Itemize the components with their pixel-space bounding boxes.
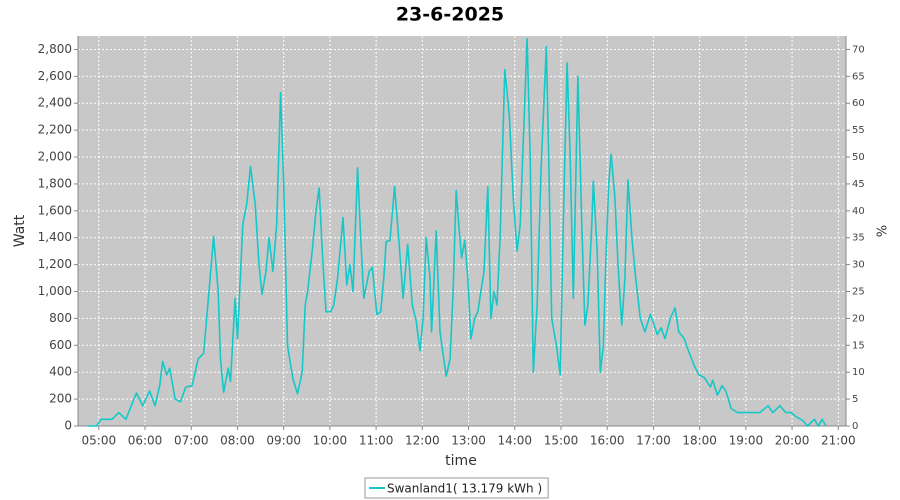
x-tick-label: 06:00	[128, 434, 163, 448]
y2-tick-label: 30	[852, 260, 865, 271]
y-tick-label: 2,200	[38, 123, 72, 137]
y-tick-label: 1,600	[38, 203, 72, 217]
x-tick-label: 19:00	[729, 434, 764, 448]
x-tick-label: 07:00	[174, 434, 209, 448]
y2-tick-label: 65	[852, 71, 865, 82]
y2-tick-label: 5	[852, 394, 858, 405]
y2-tick-label: 20	[852, 313, 865, 324]
x-tick-label: 20:00	[775, 434, 810, 448]
x-tick-label: 21:00	[821, 434, 856, 448]
y-tick-label: 2,400	[38, 96, 72, 110]
y2-tick-label: 70	[852, 44, 865, 55]
x-tick-label: 11:00	[359, 434, 394, 448]
y-tick-label: 600	[49, 338, 72, 352]
x-tick-label: 13:00	[451, 434, 486, 448]
y-tick-label: 1,400	[38, 230, 72, 244]
y2-tick-label: 45	[852, 179, 865, 190]
y-axis-label: Watt	[12, 214, 28, 247]
y2-tick-label: 60	[852, 98, 865, 109]
y-tick-label: 2,800	[38, 42, 72, 56]
y-tick-label: 200	[49, 392, 72, 406]
x-tick-label: 17:00	[636, 434, 671, 448]
data-line	[88, 37, 827, 427]
y-tick-label: 400	[49, 365, 72, 379]
x-tick-label: 05:00	[82, 434, 117, 448]
y2-tick-label: 25	[852, 287, 865, 298]
y2-tick-label: 40	[852, 206, 865, 217]
legend: Swanland1( 13.179 kWh )	[364, 477, 549, 499]
y2-tick-label: 35	[852, 233, 865, 244]
x-tick-label: 18:00	[682, 434, 717, 448]
y2-tick-label: 50	[852, 152, 865, 163]
chart-title: 23-6-2025	[396, 4, 504, 26]
y-tick-label: 2,600	[38, 69, 72, 83]
y2-tick-label: 10	[852, 367, 865, 378]
x-tick-label: 09:00	[266, 434, 301, 448]
x-axis-label: time	[445, 453, 477, 469]
y2-tick-label: 0	[852, 421, 858, 432]
y-tick-label: 800	[49, 311, 72, 325]
y2-tick-label: 55	[852, 125, 865, 136]
legend-label: Swanland1( 13.179 kWh )	[387, 482, 542, 496]
y-tick-label: 2,000	[38, 150, 72, 164]
x-tick-label: 08:00	[220, 434, 255, 448]
y-tick-label: 1,800	[38, 176, 72, 190]
x-tick-label: 15:00	[544, 434, 579, 448]
y-tick-label: 1,200	[38, 257, 72, 271]
plot-area	[78, 36, 846, 426]
x-tick-label: 12:00	[405, 434, 440, 448]
x-tick-label: 16:00	[590, 434, 625, 448]
y2-tick-label: 15	[852, 340, 865, 351]
x-tick-label: 14:00	[497, 434, 532, 448]
y2-axis-label: %	[873, 225, 888, 237]
legend-box	[364, 477, 549, 499]
y-tick-label: 0	[64, 419, 72, 433]
x-tick-label: 10:00	[313, 434, 348, 448]
y-tick-label: 1,000	[38, 284, 72, 298]
